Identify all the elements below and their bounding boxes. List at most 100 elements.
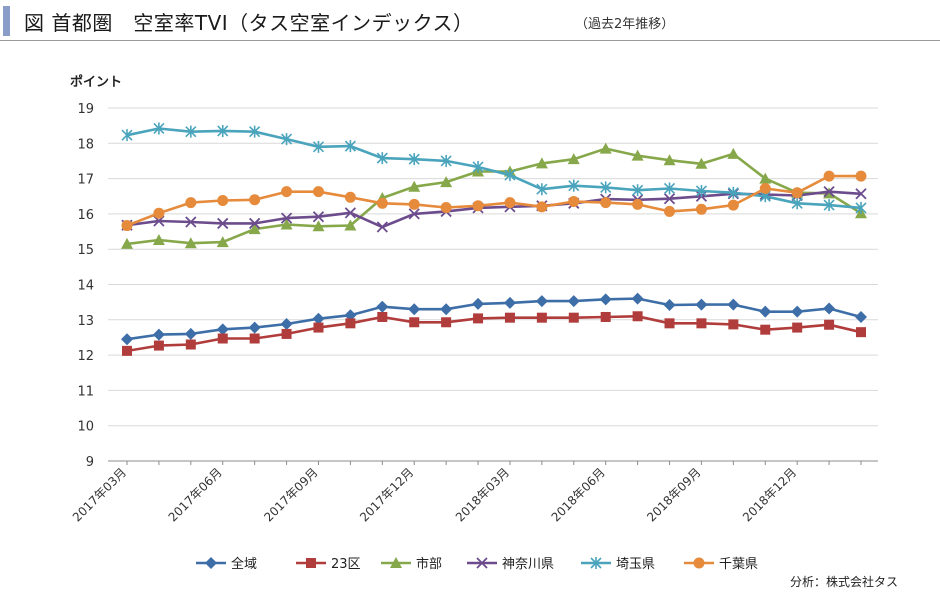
data-point-marker	[184, 237, 197, 249]
data-point-marker	[823, 199, 835, 212]
data-point-marker	[791, 305, 804, 318]
data-point-marker	[122, 345, 132, 356]
legend-item: 神奈川県	[467, 557, 554, 572]
data-point-marker	[727, 147, 740, 159]
data-point-marker	[472, 160, 484, 173]
data-point-marker	[632, 311, 643, 322]
x-tick-label: 2018年06月	[549, 465, 608, 524]
data-point-marker	[473, 313, 484, 324]
data-point-marker	[121, 220, 133, 232]
data-point-marker	[376, 152, 388, 165]
data-point-marker	[312, 140, 325, 153]
data-point-marker	[281, 186, 293, 198]
grid-lines	[108, 107, 878, 427]
legend-item: 市部	[381, 556, 442, 572]
data-point-marker	[535, 295, 548, 308]
data-point-marker	[759, 182, 771, 194]
data-point-marker	[855, 170, 867, 182]
series-line	[126, 174, 861, 227]
data-point-marker	[312, 220, 325, 232]
series-2	[122, 311, 866, 356]
data-point-marker	[312, 211, 325, 223]
legend: 全域 23区 市部 神奈川県 埼玉県 千葉県	[196, 556, 758, 572]
data-point-marker	[217, 124, 229, 137]
y-tick-label: 12	[77, 349, 94, 364]
data-point-marker	[306, 558, 316, 568]
data-point-marker	[408, 153, 420, 166]
y-tick-label: 19	[77, 102, 94, 117]
data-point-marker	[664, 318, 675, 329]
data-point-marker	[823, 186, 835, 198]
data-point-marker	[216, 236, 229, 248]
data-point-marker	[185, 197, 197, 209]
title-divider	[0, 40, 940, 41]
data-point-marker	[695, 298, 708, 311]
data-point-marker	[632, 198, 644, 210]
legend-label: 23区	[331, 557, 361, 572]
data-point-marker	[600, 311, 611, 322]
data-point-marker	[856, 327, 866, 338]
x-tick-label: 2018年12月	[740, 465, 799, 524]
y-tick-label: 13	[77, 314, 94, 329]
title-accent-bar	[3, 6, 10, 36]
data-point-marker	[121, 237, 133, 249]
data-point-marker	[727, 199, 739, 211]
data-point-marker	[727, 186, 739, 199]
title-bar: 図 首都圏 空室率TVI（タス空室インデックス） （過去2年推移）	[0, 0, 940, 42]
data-point-marker	[791, 197, 803, 210]
data-point-marker	[695, 203, 707, 215]
data-point-marker	[590, 557, 602, 569]
data-point-marker	[280, 212, 293, 224]
data-point-marker	[568, 312, 579, 323]
data-point-marker	[344, 140, 356, 153]
data-point-marker	[185, 339, 196, 350]
data-point-marker	[185, 216, 197, 228]
data-point-marker	[408, 198, 420, 210]
x-tick-label: 2018年03月	[453, 465, 512, 524]
data-point-marker	[153, 207, 165, 219]
data-point-marker	[217, 217, 229, 230]
data-point-marker	[536, 183, 548, 196]
data-point-marker	[727, 298, 740, 311]
data-point-marker	[152, 328, 165, 341]
data-point-marker	[121, 333, 133, 346]
data-point-marker	[536, 201, 548, 213]
data-point-marker	[152, 234, 165, 246]
data-point-marker	[312, 186, 324, 198]
data-point-marker	[472, 297, 485, 310]
series-lines	[121, 122, 867, 356]
data-point-marker	[121, 129, 133, 142]
data-point-marker	[695, 184, 708, 197]
data-point-marker	[185, 125, 197, 138]
data-point-marker	[663, 193, 676, 205]
data-point-marker	[855, 310, 867, 323]
x-tick-label: 2017年12月	[357, 465, 416, 524]
legend-item: 全域	[196, 556, 257, 572]
data-point-marker	[440, 154, 452, 167]
chart-title: 図 首都圏 空室率TVI（タス空室インデックス）	[24, 11, 474, 35]
data-point-marker	[376, 197, 388, 209]
data-point-marker	[249, 333, 260, 344]
data-point-marker	[312, 312, 325, 325]
data-point-marker	[217, 333, 228, 344]
x-tick-label: 2017年03月	[70, 465, 129, 524]
data-point-marker	[313, 322, 324, 333]
y-tick-label: 18	[77, 137, 94, 152]
legend-label: 千葉県	[719, 557, 758, 572]
data-point-marker	[600, 181, 612, 194]
y-axis-label: ポイント	[70, 74, 122, 90]
data-point-marker	[504, 197, 516, 209]
data-point-marker	[792, 322, 803, 333]
series-5	[121, 122, 867, 214]
legend-label: 埼玉県	[616, 557, 655, 572]
data-point-marker	[631, 292, 644, 305]
legend-label: 市部	[416, 556, 442, 572]
data-point-marker	[504, 312, 515, 323]
legend-item: 23区	[296, 557, 361, 572]
data-point-marker	[153, 340, 164, 351]
data-point-marker	[344, 219, 357, 231]
data-point-marker	[248, 321, 261, 334]
data-point-marker	[376, 221, 388, 233]
data-point-marker	[441, 317, 452, 328]
